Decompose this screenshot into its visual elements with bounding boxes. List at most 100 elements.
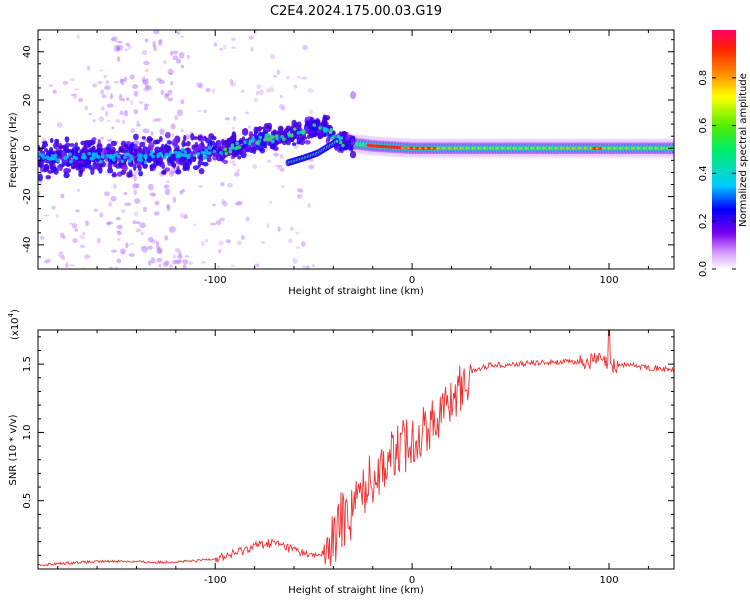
- track-hot: [501, 147, 505, 150]
- noise-speck: [156, 77, 163, 82]
- noise-speck: [302, 44, 308, 50]
- noise-speck: [100, 89, 105, 95]
- noise-speck: [118, 94, 123, 101]
- signal-accent: [282, 137, 286, 142]
- noise-speck: [309, 109, 313, 114]
- signal-blob: [107, 150, 114, 155]
- noise-speck: [232, 163, 237, 166]
- signal-blob: [263, 123, 269, 129]
- signal-blob: [190, 133, 195, 141]
- signal-blob: [155, 139, 161, 145]
- noise-speck: [180, 212, 184, 219]
- signal-accent: [338, 140, 343, 145]
- track-hot: [518, 147, 522, 150]
- signal-accent: [81, 154, 86, 159]
- signal-accent: [287, 132, 291, 136]
- signal-accent: [322, 129, 327, 133]
- signal-blob: [216, 140, 221, 149]
- signal-accent: [212, 149, 217, 154]
- signal-accent: [87, 151, 91, 156]
- noise-speck: [144, 105, 149, 111]
- noise-speck: [111, 36, 118, 42]
- noise-speck: [172, 55, 179, 61]
- noise-speck: [350, 91, 357, 100]
- track-hot: [607, 147, 611, 150]
- noise-speck: [169, 264, 173, 269]
- noise-speck: [162, 261, 169, 268]
- noise-speck: [231, 37, 236, 41]
- spectrogram-y-tick-label: 20: [22, 94, 33, 107]
- signal-blob: [146, 155, 153, 163]
- noise-speck: [224, 117, 230, 121]
- snr-y-tick-label: 1.0: [22, 424, 33, 440]
- noise-speck: [115, 40, 122, 44]
- signal-accent: [163, 155, 167, 160]
- noise-speck: [227, 182, 233, 188]
- track-hot: [554, 147, 558, 150]
- noise-speck: [222, 201, 228, 207]
- noise-speck: [74, 228, 79, 232]
- noise-speck: [134, 198, 141, 204]
- lower-branch-core: [335, 139, 339, 143]
- noise-speck: [290, 226, 294, 231]
- noise-speck: [279, 167, 285, 173]
- noise-speck: [156, 247, 163, 255]
- noise-speck: [151, 192, 157, 197]
- signal-accent: [168, 150, 173, 155]
- signal-accent: [196, 151, 201, 156]
- noise-speck: [183, 214, 188, 219]
- track-hot: [648, 147, 652, 150]
- noise-speck: [43, 260, 50, 264]
- signal-accent: [267, 137, 271, 142]
- signal-accent: [89, 156, 94, 161]
- signal-accent: [158, 151, 163, 156]
- signal-accent: [120, 159, 125, 164]
- signal-blob: [133, 133, 139, 141]
- snr-series-line: [38, 330, 674, 567]
- signal-blob: [349, 150, 357, 159]
- track-hot: [400, 146, 404, 149]
- signal-blob: [115, 164, 121, 169]
- signal-blob: [241, 128, 249, 136]
- noise-speck: [127, 44, 132, 50]
- spectrogram-panel: -100 0 100 -40 -20 0 20 40 Height of straight l…: [8, 29, 675, 297]
- noise-speck: [88, 112, 93, 116]
- signal-accent: [129, 154, 133, 158]
- noise-speck: [169, 72, 173, 76]
- noise-speck: [143, 60, 150, 66]
- noise-speck: [141, 76, 146, 83]
- snr-plot-area: [38, 330, 674, 569]
- noise-speck: [252, 163, 258, 170]
- noise-speck: [106, 103, 114, 108]
- noise-speck: [172, 50, 179, 55]
- noise-speck: [56, 121, 63, 128]
- noise-speck: [119, 78, 123, 84]
- noise-speck: [110, 38, 116, 41]
- signal-accent: [202, 151, 206, 155]
- signal-accent: [328, 130, 333, 134]
- track-hot: [448, 147, 452, 150]
- spectrogram-y-tick-label: 0: [22, 145, 33, 151]
- signal-accent: [301, 130, 305, 135]
- snr-y-tick-label: 0.5: [22, 493, 33, 509]
- noise-speck: [172, 196, 177, 204]
- signal-blob: [317, 134, 322, 140]
- noise-speck: [311, 264, 315, 268]
- noise-speck: [256, 84, 262, 89]
- noise-speck: [60, 193, 65, 199]
- noise-speck: [124, 202, 132, 207]
- noise-speck: [108, 201, 113, 207]
- track-hot: [424, 147, 428, 150]
- noise-speck: [133, 140, 140, 145]
- signal-blob: [350, 141, 355, 146]
- signal-blob: [43, 163, 50, 172]
- signal-blob: [210, 140, 216, 146]
- signal-accent: [156, 154, 160, 159]
- signal-blob: [222, 159, 229, 164]
- noise-speck: [140, 245, 146, 249]
- signal-accent: [292, 127, 297, 131]
- spectrogram-y-tick-label: -40: [22, 237, 33, 253]
- noise-speck: [212, 203, 217, 207]
- signal-accent: [230, 145, 235, 150]
- spectrogram-x-tick-label: 100: [599, 275, 618, 286]
